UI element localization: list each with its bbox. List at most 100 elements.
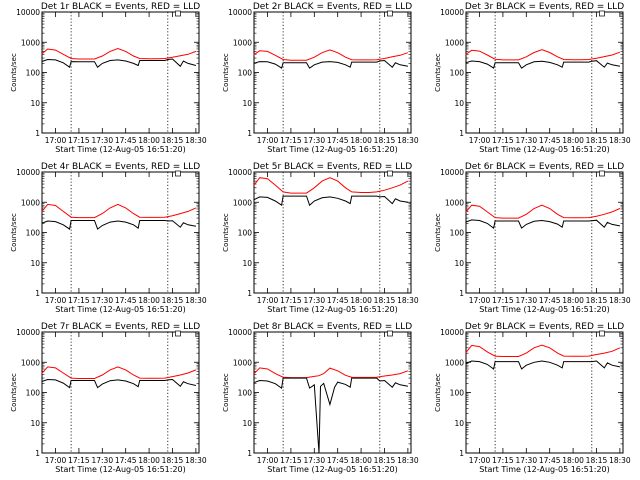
x-tick-label: 18:30 bbox=[397, 456, 419, 465]
plot-frame bbox=[41, 171, 200, 294]
marker-box bbox=[175, 170, 181, 177]
x-tick-label: 18:00 bbox=[562, 296, 584, 305]
marker-box bbox=[175, 330, 181, 337]
x-tick-label: 18:30 bbox=[609, 456, 631, 465]
y-axis-label: Counts/sec bbox=[222, 213, 230, 252]
x-tick-label: 17:30 bbox=[91, 136, 113, 145]
x-axis-label: Start Time (12-Aug-05 16:51:20) bbox=[55, 305, 186, 314]
y-tick-label: 10000 bbox=[16, 168, 40, 177]
panel-title: Det 8r BLACK = Events, RED = LLD bbox=[253, 322, 412, 332]
x-tick-label: 17:00 bbox=[45, 136, 67, 145]
x-tick-label: 17:45 bbox=[115, 456, 137, 465]
x-tick-label: 18:00 bbox=[562, 136, 584, 145]
plot-frame bbox=[253, 331, 412, 454]
lld-series-line bbox=[41, 203, 197, 219]
y-tick-label: 1 bbox=[459, 289, 464, 298]
x-tick-label: 17:00 bbox=[45, 296, 67, 305]
x-tick-label: 17:15 bbox=[280, 296, 302, 305]
y-tick-label: 10 bbox=[454, 419, 464, 428]
x-tick-label: 18:30 bbox=[609, 296, 631, 305]
events-series-line bbox=[253, 377, 408, 454]
x-tick-label: 17:00 bbox=[469, 136, 491, 145]
x-tick-label: 18:30 bbox=[397, 296, 419, 305]
x-tick-label: 18:00 bbox=[138, 296, 160, 305]
x-axis-label: Start Time (12-Aug-05 16:51:20) bbox=[267, 145, 398, 154]
x-tick-label: 17:00 bbox=[257, 456, 279, 465]
marker-box bbox=[175, 10, 181, 17]
x-tick-label: 17:15 bbox=[280, 456, 302, 465]
x-tick-label: 17:45 bbox=[539, 296, 561, 305]
y-axis-label: Counts/sec bbox=[434, 213, 442, 252]
lld-series-line bbox=[465, 49, 621, 61]
panel-title: Det 1r BLACK = Events, RED = LLD bbox=[41, 2, 200, 12]
x-tick-label: 17:15 bbox=[492, 136, 514, 145]
x-tick-label: 18:15 bbox=[162, 136, 184, 145]
plot-frame bbox=[41, 331, 200, 454]
x-tick-label: 17:30 bbox=[91, 296, 113, 305]
y-axis-label: Counts/sec bbox=[10, 373, 18, 412]
y-tick-label: 10000 bbox=[16, 328, 40, 337]
x-tick-label: 17:45 bbox=[115, 136, 137, 145]
lld-series-line bbox=[465, 344, 621, 357]
y-axis-label: Counts/sec bbox=[10, 213, 18, 252]
y-tick-label: 10000 bbox=[228, 168, 252, 177]
x-axis-label: Start Time (12-Aug-05 16:51:20) bbox=[55, 145, 186, 154]
panel-title: Det 9r BLACK = Events, RED = LLD bbox=[465, 322, 624, 332]
x-axis-label: Start Time (12-Aug-05 16:51:20) bbox=[267, 465, 398, 474]
y-tick-label: 100 bbox=[238, 229, 253, 238]
y-tick-label: 1000 bbox=[445, 38, 464, 47]
x-tick-label: 17:45 bbox=[539, 456, 561, 465]
x-tick-label: 17:30 bbox=[303, 456, 325, 465]
x-axis-label: Start Time (12-Aug-05 16:51:20) bbox=[479, 465, 610, 474]
y-tick-label: 1 bbox=[459, 129, 464, 138]
events-series-line bbox=[253, 59, 408, 69]
y-tick-label: 10000 bbox=[440, 168, 464, 177]
x-tick-label: 18:00 bbox=[350, 296, 372, 305]
x-tick-label: 17:30 bbox=[91, 456, 113, 465]
x-tick-label: 17:45 bbox=[327, 136, 349, 145]
y-tick-label: 10 bbox=[454, 259, 464, 268]
y-tick-label: 100 bbox=[450, 69, 465, 78]
y-tick-label: 1000 bbox=[21, 198, 40, 207]
panel-title: Det 5r BLACK = Events, RED = LLD bbox=[253, 162, 412, 172]
y-tick-label: 100 bbox=[26, 229, 41, 238]
marker-box bbox=[387, 170, 393, 177]
x-tick-label: 18:15 bbox=[374, 136, 396, 145]
x-tick-label: 18:00 bbox=[138, 136, 160, 145]
y-tick-label: 1000 bbox=[233, 358, 252, 367]
y-tick-label: 10 bbox=[30, 419, 40, 428]
y-tick-label: 1 bbox=[247, 129, 252, 138]
marker-box bbox=[387, 330, 393, 337]
lld-series-line bbox=[253, 49, 409, 61]
lld-series-line bbox=[465, 204, 621, 219]
x-tick-label: 18:30 bbox=[609, 136, 631, 145]
lld-series-line bbox=[253, 177, 409, 194]
x-tick-label: 17:15 bbox=[68, 456, 90, 465]
x-tick-label: 17:30 bbox=[515, 456, 537, 465]
x-tick-label: 17:45 bbox=[327, 296, 349, 305]
y-tick-label: 100 bbox=[26, 389, 41, 398]
y-tick-label: 10 bbox=[30, 259, 40, 268]
x-tick-label: 18:00 bbox=[138, 456, 160, 465]
y-tick-label: 1 bbox=[247, 289, 252, 298]
x-tick-label: 18:30 bbox=[185, 136, 207, 145]
y-tick-label: 1000 bbox=[445, 198, 464, 207]
x-tick-label: 17:00 bbox=[469, 456, 491, 465]
x-tick-label: 17:45 bbox=[327, 456, 349, 465]
events-series-line bbox=[465, 219, 620, 229]
panel-title: Det 4r BLACK = Events, RED = LLD bbox=[41, 162, 200, 172]
lld-series-line bbox=[41, 47, 197, 60]
lld-series-line bbox=[253, 367, 409, 379]
x-tick-label: 17:00 bbox=[257, 296, 279, 305]
x-tick-label: 18:30 bbox=[185, 456, 207, 465]
x-tick-label: 17:15 bbox=[68, 296, 90, 305]
marker-box bbox=[599, 330, 605, 337]
panel-title: Det 6r BLACK = Events, RED = LLD bbox=[465, 162, 624, 172]
y-axis-label: Counts/sec bbox=[222, 373, 230, 412]
plot-frame bbox=[465, 171, 624, 294]
plot-frame bbox=[465, 331, 624, 454]
x-axis-label: Start Time (12-Aug-05 16:51:20) bbox=[55, 465, 186, 474]
x-tick-label: 18:15 bbox=[374, 296, 396, 305]
y-tick-label: 100 bbox=[26, 69, 41, 78]
